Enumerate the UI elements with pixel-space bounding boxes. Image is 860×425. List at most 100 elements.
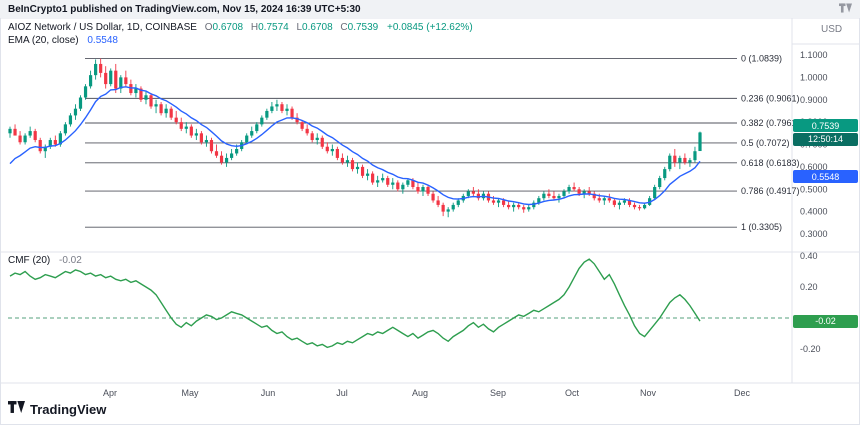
candle-body (275, 104, 279, 107)
candle-body (330, 148, 334, 152)
candle-body (547, 193, 551, 196)
candle-body (597, 198, 601, 201)
ema-value: 0.5548 (87, 35, 118, 46)
candle-body (124, 77, 128, 85)
candle-body (542, 193, 546, 199)
candle-body (260, 117, 264, 125)
candle-body (552, 195, 556, 199)
cmf-title: CMF (20) (8, 255, 51, 266)
candle-body (602, 198, 606, 201)
candle-body (38, 140, 42, 152)
candle-body (698, 132, 702, 152)
candle-body (53, 140, 57, 145)
cmf-axis-label: 0.20 (800, 282, 818, 292)
ema-legend-row[interactable]: EMA (20, close) 0.5548 (8, 35, 118, 46)
attribution-text: BeInCrypto1 published on TradingView.com… (8, 3, 361, 15)
time-axis-label: Jul (336, 388, 348, 398)
cmf-current-value: -0.02 (59, 255, 82, 266)
candle-body (250, 131, 254, 136)
fib-level-label: 0.618 (0.6183) (741, 158, 800, 168)
price-axis-label: 1.0000 (800, 72, 828, 82)
candle-body (164, 108, 168, 114)
candle-body (18, 135, 22, 143)
candle-body (381, 178, 385, 181)
candle-body (507, 204, 511, 208)
candle-body (406, 180, 410, 185)
candle-body (532, 202, 536, 208)
candle-body (396, 182, 400, 190)
candle-body (673, 155, 677, 163)
symbol-title: AIOZ Network / US Dollar, 1D, COINBASE (8, 22, 197, 33)
candle-body (627, 200, 632, 205)
price-axis-label: 1.1000 (800, 50, 828, 60)
candle-body (612, 200, 616, 205)
candle-body (58, 133, 62, 145)
candle-body (340, 157, 345, 163)
candle-body (371, 173, 375, 183)
candle-body (149, 95, 153, 107)
price-axis-label: 0.6000 (800, 162, 828, 172)
candle-body (224, 157, 229, 163)
time-axis-label: Aug (412, 388, 428, 398)
candle-body (632, 204, 637, 208)
candle-body (139, 88, 143, 100)
candle-body (290, 108, 294, 118)
tradingview-mark-icon (839, 0, 852, 18)
candle-body (607, 198, 611, 201)
low-value: 0.6708 (302, 22, 333, 33)
candle-body (13, 128, 17, 136)
candle-body (577, 189, 581, 194)
fib-level-label: 0.5 (0.7072) (741, 138, 790, 148)
candle-body (305, 128, 309, 134)
candle-body (209, 140, 214, 152)
candle-body (567, 187, 571, 192)
candle-body (693, 151, 697, 161)
candle-body (471, 191, 475, 194)
candle-body (391, 182, 395, 185)
candle-body (88, 75, 93, 87)
candle-body (184, 126, 188, 129)
candle-body (421, 187, 425, 192)
candle-body (365, 173, 370, 176)
low-label: L (296, 22, 303, 33)
change-value: +0.0845 (+12.62%) (387, 22, 473, 33)
close-label: C (340, 22, 348, 33)
candle-body (446, 209, 450, 212)
candle-body (83, 86, 88, 98)
symbol-legend-row[interactable]: AIOZ Network / US Dollar, 1D, COINBASE O… (8, 22, 473, 33)
fib-level-label: 0.786 (0.4917) (741, 186, 800, 196)
candle-body (642, 204, 647, 209)
candle-body (668, 155, 672, 170)
ema-line (9, 86, 701, 206)
candle-body (416, 187, 420, 192)
candle-body (159, 104, 163, 114)
time-axis-label: Dec (734, 388, 751, 398)
candle-body (169, 108, 173, 118)
candle-body (512, 204, 516, 208)
candle-body (562, 191, 566, 196)
candle-body (572, 187, 576, 190)
candle-body (68, 115, 73, 125)
candle-body (194, 133, 198, 136)
fib-level-label: 0 (1.0839) (741, 54, 782, 64)
candle-body (265, 110, 269, 118)
candle-body (63, 124, 68, 134)
candle-body (144, 95, 148, 100)
candle-body (204, 140, 209, 143)
open-label: O (204, 22, 213, 33)
candle-body (325, 146, 329, 152)
cmf-badge: -0.02 (793, 314, 858, 328)
price-axis-label: 0.3000 (800, 229, 828, 239)
candle-body (219, 155, 224, 163)
time-axis-label: Jun (261, 388, 276, 398)
candle-body (78, 97, 83, 109)
tradingview-logo[interactable]: TradingView (8, 400, 106, 418)
candle-body (119, 77, 123, 89)
open-value: 0.6708 (212, 22, 244, 33)
candle-body (99, 63, 103, 73)
cmf-axis-label: 0.40 (800, 251, 818, 261)
cmf-legend-row[interactable]: CMF (20) -0.02 (8, 255, 82, 266)
tradingview-wordmark: TradingView (30, 401, 107, 417)
candle-body (527, 207, 531, 210)
